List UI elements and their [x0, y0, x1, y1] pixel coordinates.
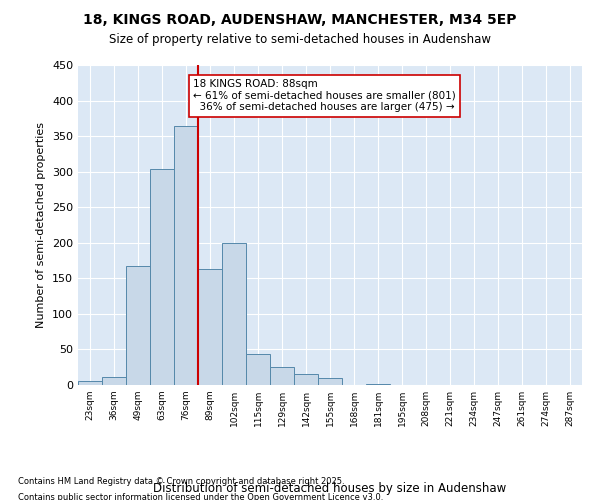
Y-axis label: Number of semi-detached properties: Number of semi-detached properties	[37, 122, 46, 328]
Text: 18, KINGS ROAD, AUDENSHAW, MANCHESTER, M34 5EP: 18, KINGS ROAD, AUDENSHAW, MANCHESTER, M…	[83, 12, 517, 26]
Text: Size of property relative to semi-detached houses in Audenshaw: Size of property relative to semi-detach…	[109, 32, 491, 46]
Bar	[294, 374, 318, 385]
Bar	[174, 126, 198, 385]
Text: Contains public sector information licensed under the Open Government Licence v3: Contains public sector information licen…	[18, 492, 383, 500]
Text: 18 KINGS ROAD: 88sqm
← 61% of semi-detached houses are smaller (801)
  36% of se: 18 KINGS ROAD: 88sqm ← 61% of semi-detac…	[193, 79, 456, 112]
Bar	[126, 266, 150, 385]
Bar	[102, 377, 126, 385]
Bar	[198, 269, 222, 385]
Bar	[366, 384, 390, 385]
Bar	[78, 382, 102, 385]
Text: Contains HM Land Registry data © Crown copyright and database right 2025.: Contains HM Land Registry data © Crown c…	[18, 478, 344, 486]
Bar	[246, 354, 270, 385]
Bar	[222, 244, 246, 385]
Bar	[270, 366, 294, 385]
Bar	[150, 169, 174, 385]
X-axis label: Distribution of semi-detached houses by size in Audenshaw: Distribution of semi-detached houses by …	[154, 482, 506, 495]
Bar	[318, 378, 342, 385]
